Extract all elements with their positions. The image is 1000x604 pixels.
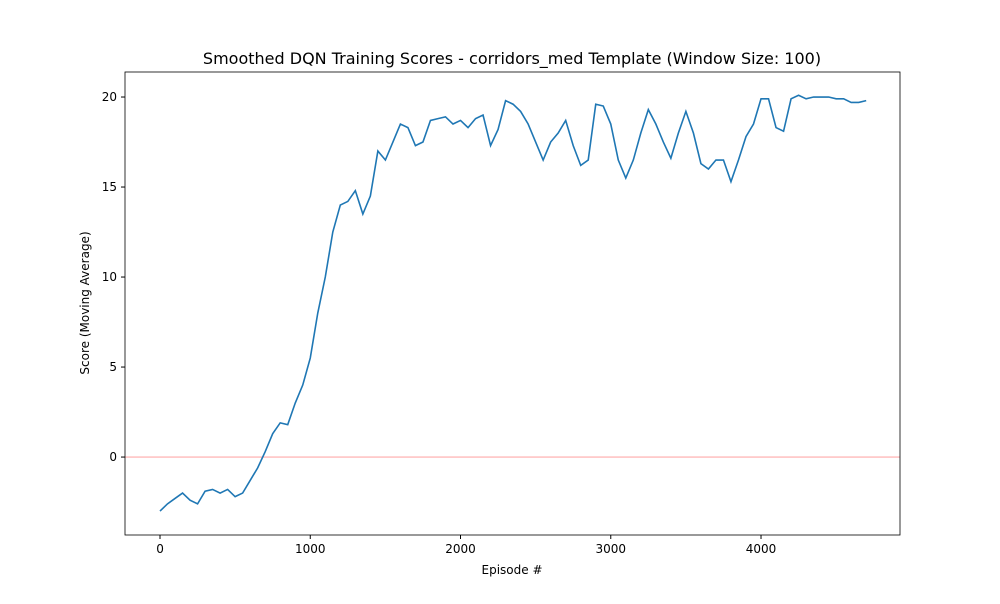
x-tick-label: 2000 [445,542,476,556]
x-tick-label: 0 [156,542,164,556]
y-tick-label: 5 [109,360,117,374]
plot-frame [124,71,901,536]
chart-title: Smoothed DQN Training Scores - corridors… [203,49,821,69]
data-line [159,94,867,512]
y-axis-label: Score (Moving Average) [78,231,92,374]
x-tick-label: 3000 [595,542,626,556]
x-tick-label: 4000 [746,542,777,556]
y-tick-label: 15 [102,180,117,194]
y-tick-label: 10 [102,270,117,284]
x-tick-label: 1000 [295,542,326,556]
x-axis-label: Episode # [482,563,543,577]
y-tick-label: 20 [102,90,117,104]
y-tick-label: 0 [109,450,117,464]
